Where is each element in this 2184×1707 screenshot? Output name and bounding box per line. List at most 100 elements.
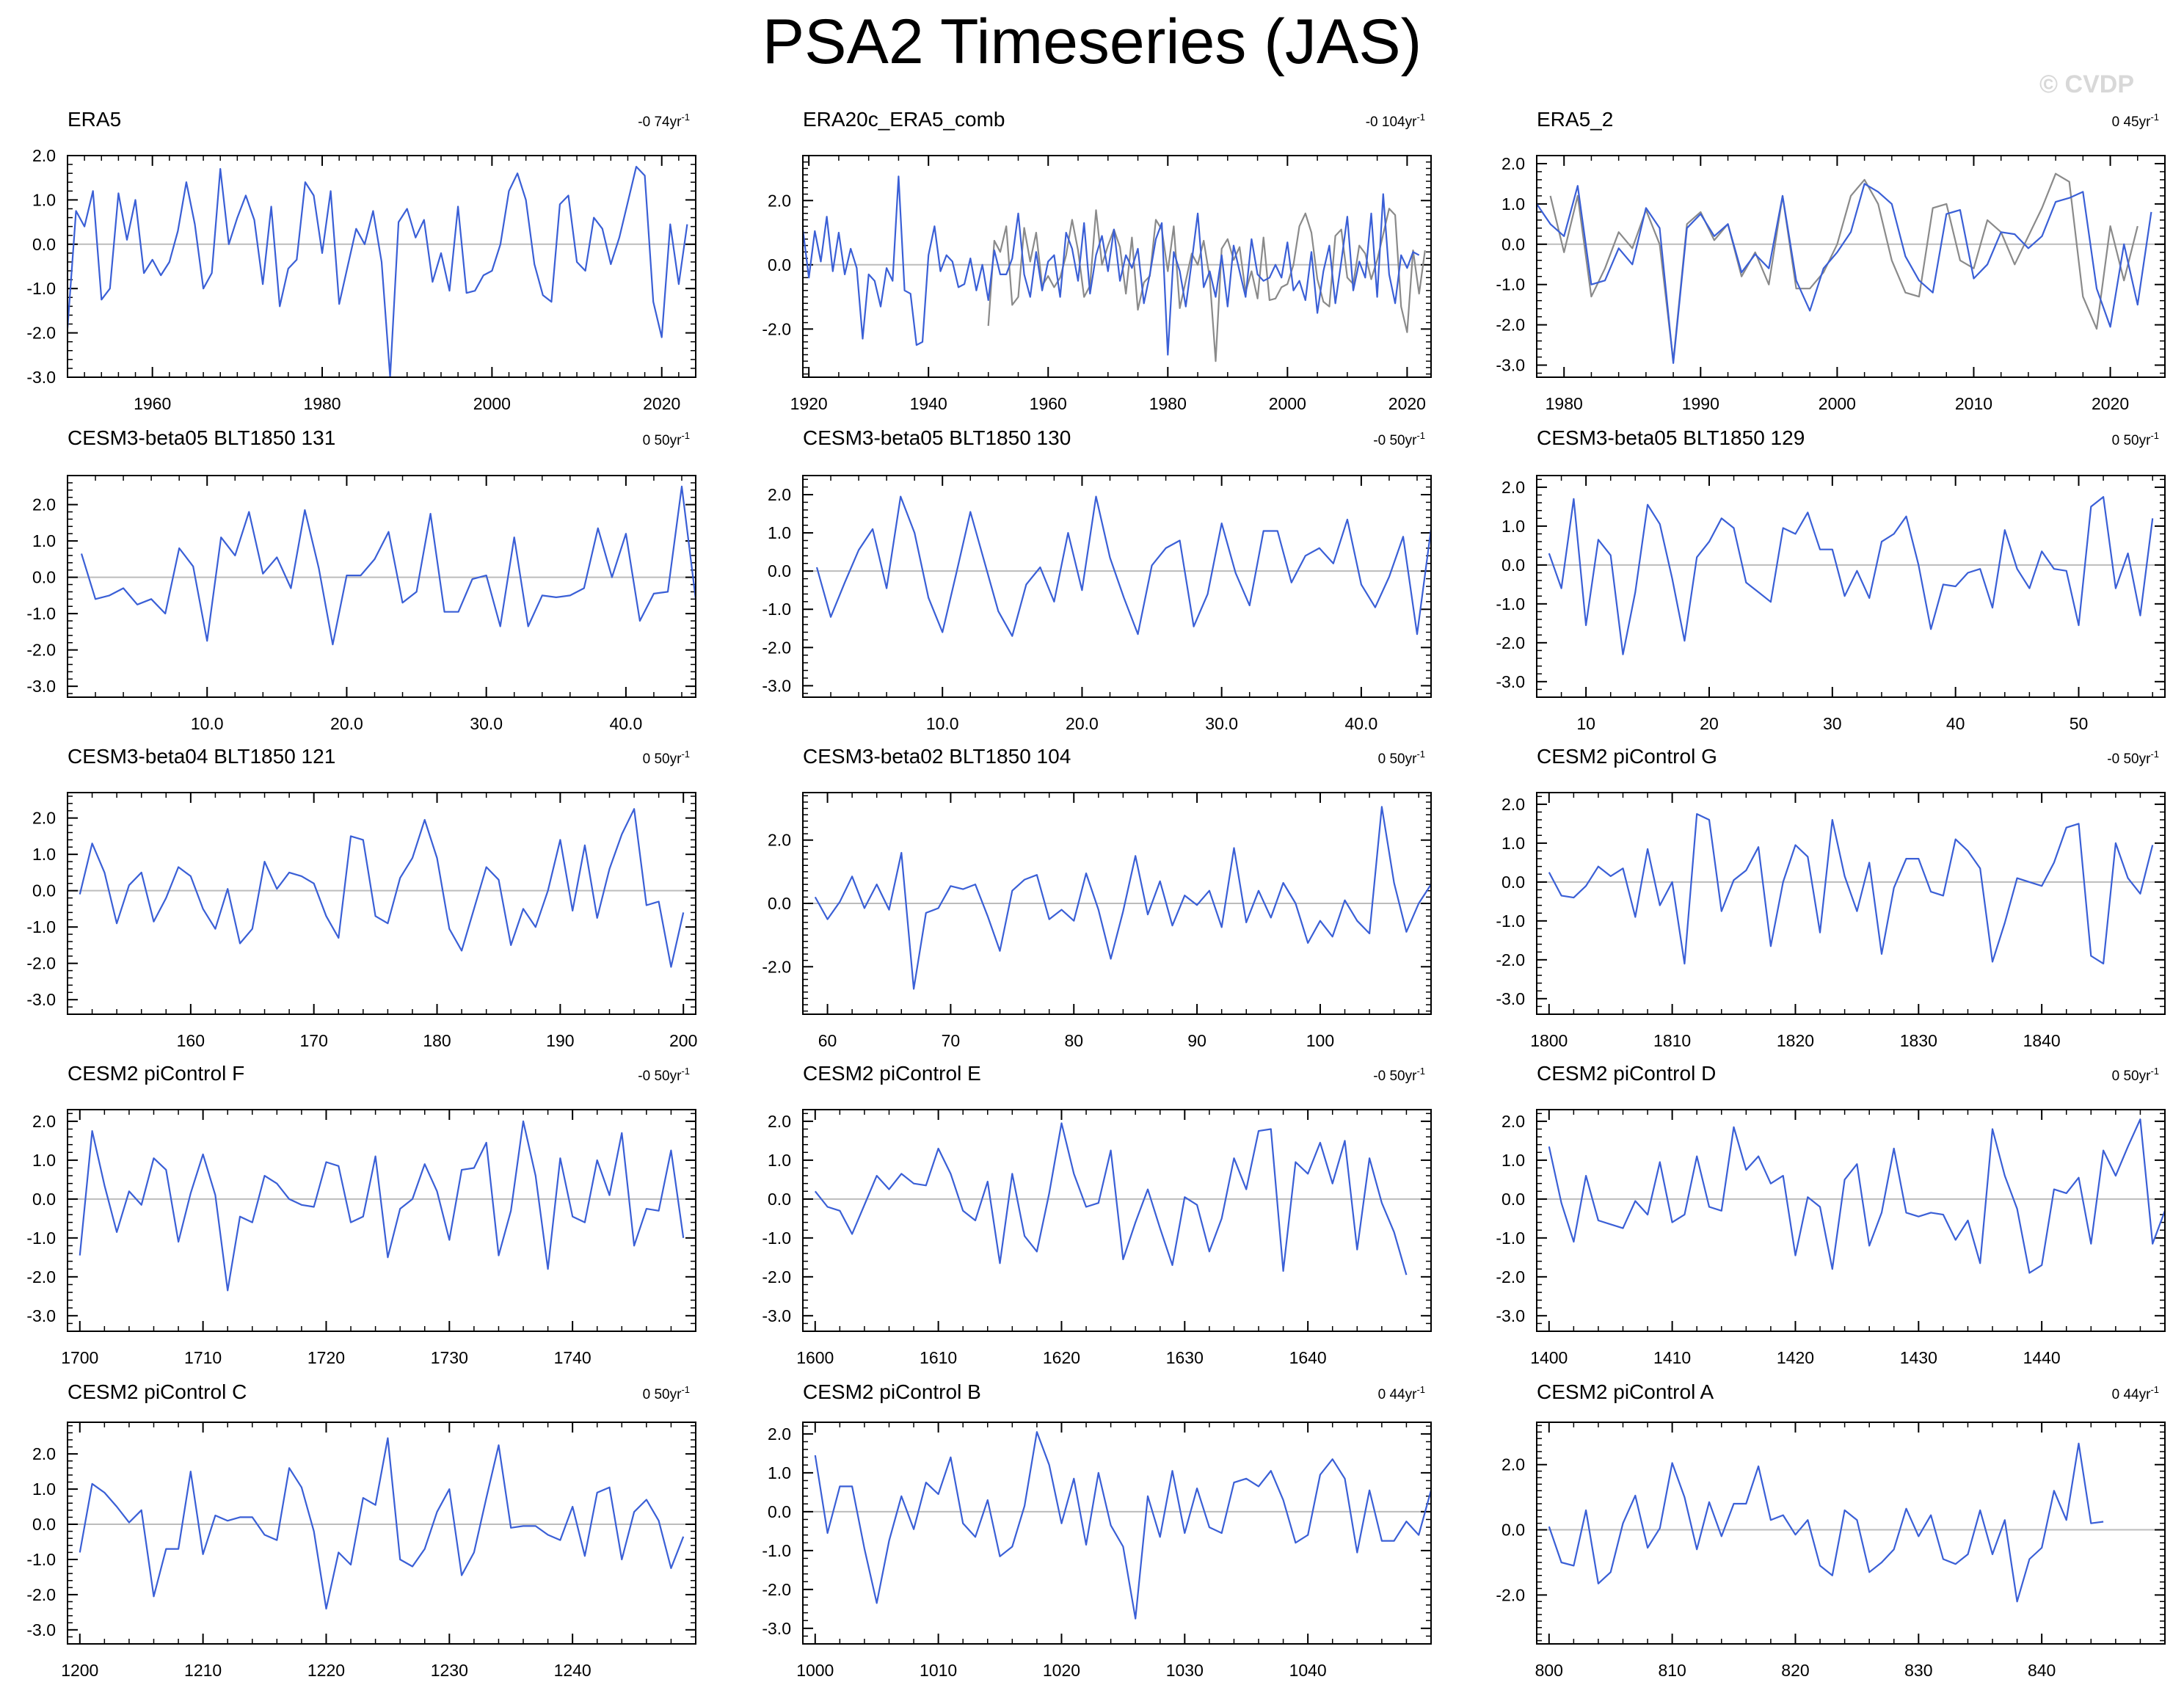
panel-cesm2-picontrol-c: CESM2 piControl C 0 50yr-1 1200 1210 1220 123… (26, 1380, 696, 1680)
trend-label: 0 50yr-1 (643, 749, 690, 767)
y-tick-label: 0.0 (768, 1502, 791, 1521)
panel-title: CESM3-beta05 BLT1850 131 (68, 426, 335, 449)
x-tick-label: 20.0 (1066, 714, 1099, 733)
y-tick-label: -2.0 (26, 324, 56, 343)
y-tick-label: -2.0 (1496, 1267, 1525, 1286)
y-tick-label: -2.0 (762, 957, 791, 976)
series-line-era20c-era5-comb (803, 175, 1420, 356)
y-tick-label: -2.0 (1496, 316, 1525, 335)
series-line-cesm2-picontrol-b (814, 1431, 1431, 1620)
y-tick-label: -1.0 (1496, 911, 1525, 931)
trend-label: -0 50yr-1 (1373, 430, 1425, 448)
y-tick-label: 2.0 (1502, 795, 1525, 814)
y-tick-label: 0.0 (1502, 556, 1525, 575)
y-tick-label: -3.0 (26, 990, 56, 1009)
x-tick-label: 1940 (910, 394, 947, 413)
series-line-cesm3-beta05-blt1850-129 (1548, 495, 2154, 655)
y-tick-label: -2.0 (1496, 1585, 1525, 1604)
panel-title: CESM2 piControl G (1537, 745, 1717, 768)
y-tick-label: 0.0 (1502, 235, 1525, 254)
y-tick-label: 0.0 (768, 561, 791, 580)
x-tick-label: 40 (1946, 714, 1965, 733)
x-tick-label: 840 (2028, 1661, 2056, 1680)
trend-label: 0 50yr-1 (1378, 749, 1425, 767)
y-tick-label: 2.0 (32, 1112, 56, 1131)
y-tick-label: 1.0 (1502, 1151, 1525, 1170)
y-tick-label: -2.0 (762, 1267, 791, 1286)
x-tick-label: 40.0 (1345, 714, 1378, 733)
y-tick-label: 0.0 (1502, 1190, 1525, 1209)
y-tick-label: 0.0 (1502, 1521, 1525, 1540)
x-tick-label: 50 (2070, 714, 2089, 733)
x-tick-label: 810 (1658, 1661, 1686, 1680)
plot-frame (67, 1422, 696, 1645)
panel-cesm2-picontrol-f: CESM2 piControl F -0 50yr-1 1700 1710 1720 17… (26, 1062, 696, 1367)
y-tick-label: -2.0 (26, 954, 56, 973)
plot-frame (67, 1109, 696, 1332)
x-tick-label: 40.0 (610, 714, 643, 733)
y-tick-label: -3.0 (26, 1620, 56, 1639)
x-tick-label: 1020 (1043, 1661, 1080, 1680)
y-tick-label: -1.0 (26, 279, 56, 298)
y-tick-label: 1.0 (32, 531, 56, 550)
y-tick-label: -3.0 (762, 1306, 791, 1325)
trend-label: -0 74yr-1 (638, 112, 690, 130)
y-tick-label: 1.0 (32, 845, 56, 864)
panel-title: CESM3-beta05 BLT1850 130 (803, 426, 1071, 449)
panel-title: CESM3-beta02 BLT1850 104 (803, 745, 1071, 768)
y-tick-label: 2.0 (768, 1424, 791, 1444)
y-tick-label: -3.0 (1496, 1306, 1525, 1325)
x-tick-label: 1980 (1546, 394, 1583, 413)
x-tick-label: 1600 (796, 1348, 834, 1367)
y-tick-label: -3.0 (1496, 989, 1525, 1008)
y-tick-label: 0.0 (32, 568, 56, 587)
x-tick-label: 10.0 (191, 714, 224, 733)
y-tick-label: -2.0 (26, 641, 56, 660)
y-tick-label: 1.0 (768, 523, 791, 542)
panel-cesm2-picontrol-d: CESM2 piControl D 0 50yr-1 1400 1410 1420 143… (1496, 1062, 2166, 1367)
y-tick-label: 2.0 (768, 1112, 791, 1131)
trend-label: 0 50yr-1 (643, 1384, 690, 1402)
panel-cesm3-beta02-blt1850-104: CESM3-beta02 BLT1850 104 0 50yr-1 60 70 80 90… (762, 745, 1432, 1050)
y-tick-label: -1.0 (1496, 1229, 1525, 1248)
plot-frame (1536, 475, 2166, 698)
x-tick-label: 1960 (134, 394, 171, 413)
y-tick-label: 2.0 (768, 831, 791, 850)
x-tick-label: 1440 (2023, 1348, 2061, 1367)
y-tick-label: 0.0 (768, 255, 791, 274)
x-tick-label: 1010 (920, 1661, 957, 1680)
y-tick-label: -1.0 (26, 1229, 56, 1248)
x-tick-label: 1430 (1900, 1348, 1937, 1367)
series-line-era5 (987, 208, 1426, 363)
panel-cesm3-beta05-blt1850-129: CESM3-beta05 BLT1850 129 0 50yr-1 10 20 30 40… (1496, 426, 2166, 733)
panel-cesm2-picontrol-e: CESM2 piControl E -0 50yr-1 1600 1610 1620 16… (762, 1062, 1432, 1367)
x-tick-label: 1740 (554, 1348, 592, 1367)
x-tick-label: 1700 (61, 1348, 98, 1367)
y-tick-label: -3.0 (26, 1306, 56, 1325)
y-tick-label: 0.0 (768, 894, 791, 913)
y-tick-label: -2.0 (762, 319, 791, 338)
plot-frame (1536, 792, 2166, 1015)
x-tick-label: 80 (1064, 1031, 1083, 1050)
x-tick-label: 2000 (1269, 394, 1306, 413)
x-tick-label: 1220 (307, 1661, 345, 1680)
x-tick-label: 160 (177, 1031, 205, 1050)
trend-label: 0 50yr-1 (643, 430, 690, 448)
x-tick-label: 820 (1781, 1661, 1809, 1680)
series-line-era5-2 (1537, 183, 2152, 364)
x-tick-label: 800 (1535, 1661, 1563, 1680)
trend-label: 0 50yr-1 (2112, 1066, 2159, 1084)
x-tick-label: 1030 (1166, 1661, 1204, 1680)
panel-era20c-era5-comb: ERA20c_ERA5_comb -0 104yr-1 1920 1940 1960 19… (762, 108, 1432, 413)
y-tick-label: -2.0 (1496, 950, 1525, 969)
x-tick-label: 1630 (1166, 1348, 1204, 1367)
y-tick-label: 0.0 (1502, 873, 1525, 892)
x-tick-label: 1980 (1149, 394, 1187, 413)
y-tick-label: -1.0 (762, 1229, 791, 1248)
panel-title: ERA5_2 (1537, 108, 1613, 131)
x-tick-label: 30 (1823, 714, 1842, 733)
panel-title: CESM3-beta05 BLT1850 129 (1537, 426, 1805, 449)
x-tick-label: 20.0 (330, 714, 363, 733)
x-tick-label: 1420 (1777, 1348, 1814, 1367)
